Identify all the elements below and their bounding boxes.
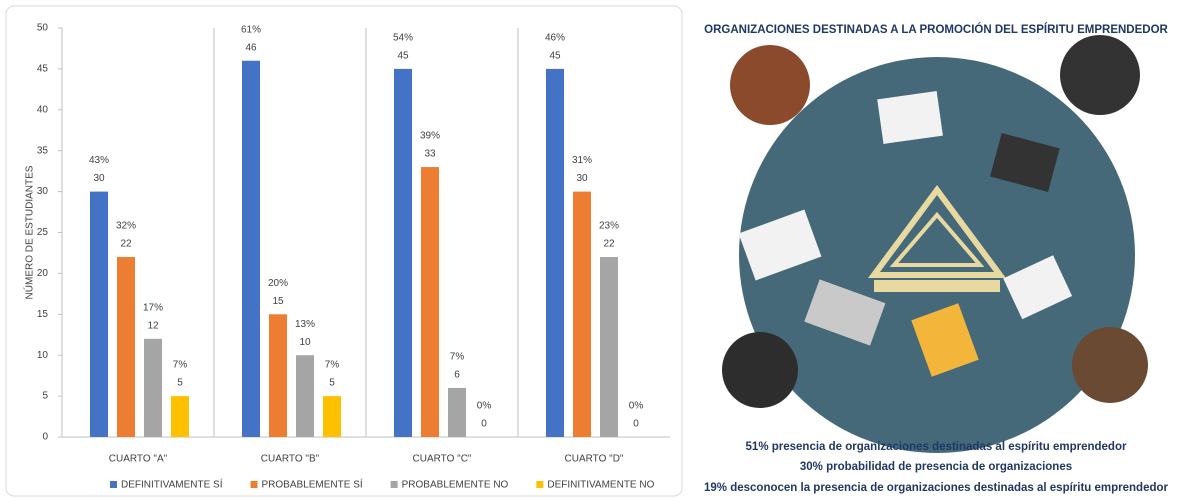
- legend-label: PROBABLEMENTE SÍ: [262, 478, 363, 491]
- y-tick-label: 35: [37, 145, 49, 156]
- panel-title: ORGANIZACIONES DESTINADAS A LA PROMOCIÓN…: [704, 23, 1168, 36]
- bar: [90, 191, 108, 437]
- value-label: 22: [120, 239, 132, 250]
- x-tick-label: CUARTO "B": [261, 454, 320, 465]
- person: [722, 332, 798, 408]
- x-tick-label: CUARTO "D": [565, 454, 624, 465]
- share-label: 61%: [241, 24, 261, 35]
- share-label: 7%: [325, 360, 340, 371]
- share-label: 23%: [599, 221, 619, 232]
- value-label: 6: [454, 370, 460, 381]
- value-label: 15: [272, 296, 284, 307]
- note: 51% presencia de organizaciones destinad…: [746, 441, 1127, 453]
- paper: [877, 91, 943, 144]
- value-label: 45: [397, 51, 409, 62]
- tablet: [990, 132, 1060, 192]
- legend-swatch: [390, 481, 398, 488]
- share-label: 0%: [629, 401, 644, 412]
- share-label: 32%: [116, 221, 136, 232]
- bar: [242, 60, 260, 437]
- laptop: [804, 279, 886, 346]
- x-tick-label: CUARTO "C": [413, 454, 472, 465]
- value-label: 0: [481, 419, 487, 430]
- y-tick-label: 40: [37, 104, 49, 115]
- value-label: 22: [603, 239, 615, 250]
- y-tick-label: 25: [37, 227, 49, 238]
- note: 30% probabilidad de presencia de organiz…: [800, 461, 1072, 473]
- legend-label: PROBABLEMENTE NO: [402, 480, 509, 491]
- share-label: 31%: [572, 155, 592, 166]
- bar: [117, 257, 135, 437]
- paper: [738, 209, 822, 281]
- bar: [600, 257, 618, 437]
- person: [730, 45, 810, 125]
- value-label: 5: [177, 378, 183, 389]
- person: [1072, 327, 1148, 403]
- x-tick-label: CUARTO "A": [109, 454, 168, 465]
- bar: [323, 396, 341, 437]
- value-label: 33: [424, 149, 436, 160]
- bar: [421, 167, 439, 437]
- bar: [448, 387, 466, 437]
- share-label: 17%: [143, 302, 163, 313]
- y-axis-label: NÚMERO DE ESTUDIANTES: [23, 165, 36, 299]
- paper: [1003, 255, 1073, 320]
- legend-label: DEFINITIVAMENTE NO: [547, 480, 654, 491]
- legend-label: DEFINITIVAMENTE SÍ: [121, 478, 223, 491]
- y-tick-label: 15: [37, 309, 49, 320]
- legend-swatch: [536, 481, 544, 488]
- y-tick-label: 5: [42, 391, 48, 402]
- bar: [546, 68, 564, 438]
- note: 19% desconocen la presencia de organizac…: [704, 482, 1169, 494]
- illustration: [722, 35, 1148, 453]
- share-label: 39%: [420, 131, 440, 142]
- share-label: 46%: [545, 33, 565, 44]
- value-label: 30: [576, 173, 588, 184]
- bar: [171, 396, 189, 437]
- bar: [394, 68, 412, 438]
- share-label: 20%: [268, 278, 288, 289]
- share-label: 54%: [393, 33, 413, 44]
- share-label: 13%: [295, 319, 315, 330]
- value-label: 46: [245, 42, 257, 53]
- bar: [573, 191, 591, 437]
- y-tick-label: 0: [42, 432, 48, 443]
- logo: [868, 184, 1006, 278]
- share-label: 7%: [173, 360, 188, 371]
- y-tick-label: 45: [37, 64, 49, 75]
- bar: [144, 338, 162, 437]
- share-label: 7%: [450, 352, 465, 363]
- y-tick-label: 10: [37, 350, 49, 361]
- logo-band: [874, 280, 1000, 292]
- y-tick-label: 20: [37, 268, 49, 279]
- chart-frame: [5, 5, 683, 497]
- value-label: 10: [299, 337, 311, 348]
- value-label: 30: [93, 173, 105, 184]
- share-label: 43%: [89, 155, 109, 166]
- value-label: 12: [147, 320, 159, 331]
- bar: [269, 314, 287, 437]
- logo-inner: [889, 211, 985, 267]
- bar: [296, 355, 314, 437]
- value-label: 0: [633, 419, 639, 430]
- person: [1060, 35, 1140, 115]
- value-label: 45: [549, 51, 561, 62]
- folder: [911, 303, 979, 377]
- value-label: 5: [329, 378, 335, 389]
- y-tick-label: 30: [37, 186, 49, 197]
- y-tick-label: 50: [37, 23, 49, 34]
- share-label: 0%: [477, 401, 492, 412]
- legend-swatch: [250, 481, 258, 488]
- legend-swatch: [110, 481, 117, 488]
